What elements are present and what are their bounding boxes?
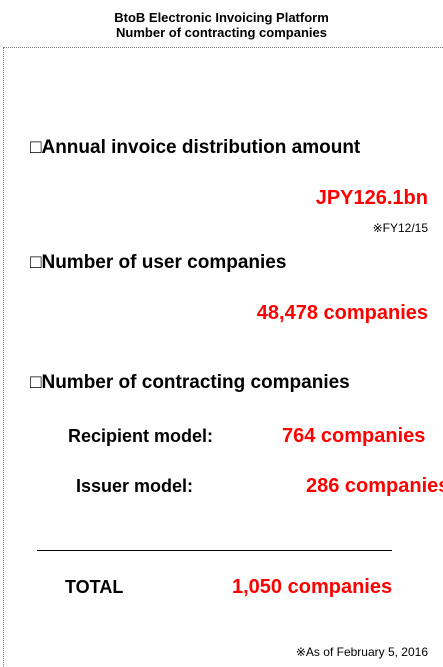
frame-border: [3, 47, 4, 667]
divider: [37, 550, 392, 551]
row-value: 286 companies: [306, 475, 443, 497]
row-label: Recipient model:: [68, 426, 214, 446]
header-title: Number of contracting companies: [116, 25, 327, 40]
row-value: 764 companies: [282, 425, 426, 447]
footnote: ※As of February 5, 2016: [295, 645, 428, 659]
section-heading: □Number of user companies: [30, 252, 287, 273]
total-label: TOTAL: [65, 577, 124, 597]
frame-border: [3, 47, 443, 48]
section-heading: □Annual invoice distribution amount: [30, 137, 361, 158]
section-value: JPY126.1bn: [315, 187, 428, 209]
section-note: ※FY12/15: [372, 221, 428, 235]
header-title: BtoB Electronic Invoicing Platform: [114, 10, 329, 25]
total-value: 1,050 companies: [232, 576, 393, 598]
row-label: Issuer model:: [76, 476, 194, 496]
section-heading: □Number of contracting companies: [30, 372, 350, 393]
section-value: 48,478 companies: [256, 302, 428, 324]
